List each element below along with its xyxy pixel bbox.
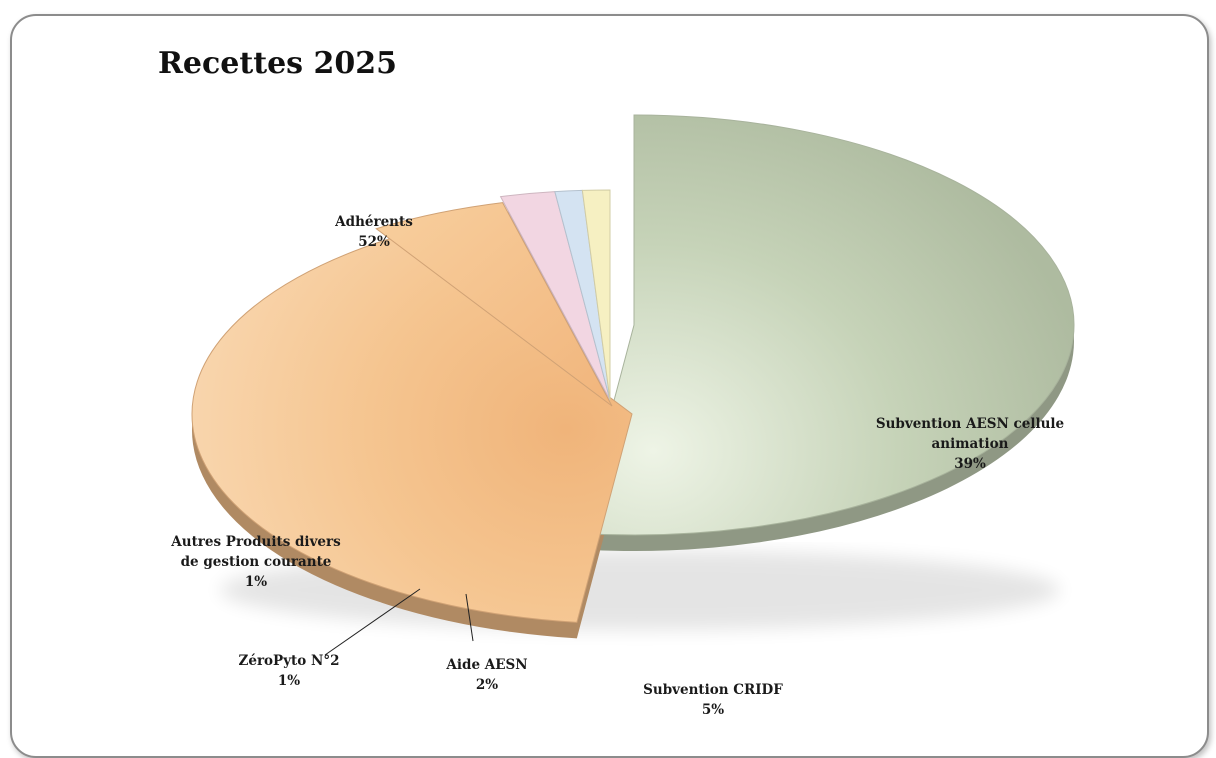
leader-line [465, 593, 474, 642]
slice-label: Autres Produits divers de gestion courant… [170, 534, 341, 590]
pie-slice[interactable] [578, 114, 1075, 536]
slice-label: Aide AESN 2% [445, 657, 527, 693]
slice-label: Subvention CRIDF 5% [643, 682, 783, 718]
pie-slice[interactable] [375, 202, 613, 407]
slice-label: Subvention AESN cellule animation 39% [876, 416, 1064, 472]
slice-label: ZéroPyto N°2 1% [239, 653, 340, 689]
pie-slice[interactable] [581, 189, 611, 401]
chart-title: Recettes 2025 [158, 46, 398, 81]
leader-line [324, 588, 421, 656]
slice-label: Adhérents 52% [334, 214, 413, 250]
